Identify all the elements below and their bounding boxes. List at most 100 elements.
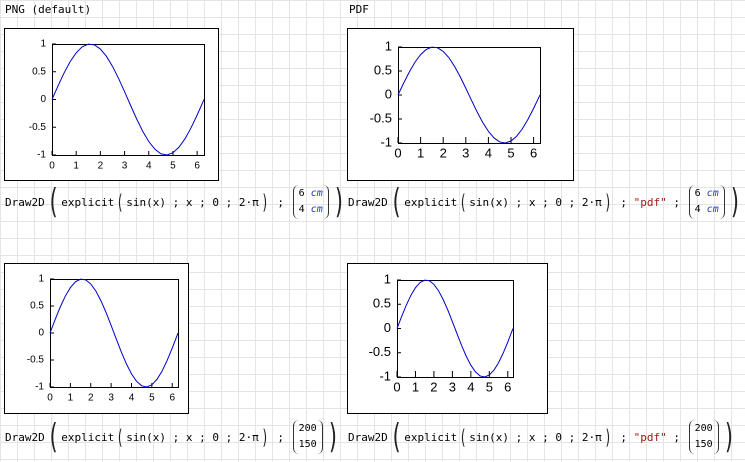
bracket: ) [261,425,269,449]
size-number: 200 [694,423,713,434]
x-tick-label: 5 [486,379,493,394]
x-tick-label: 5 [149,393,155,404]
plot: -1-0.500.510 1 2 3 4 5 6 [370,38,541,160]
function-name: explicit [404,430,458,444]
size-unit: cm [310,188,323,199]
y-tick-label: -1 [35,382,44,393]
bracket: ( [46,182,60,222]
y-tick-label: 0 [385,86,392,101]
y-tick-label: -1 [379,368,391,383]
x-tick-label: 3 [462,145,469,160]
size-number: 6 [298,188,305,199]
bracket: ( [459,425,467,449]
size-vector: 6 cm 4 cm [292,185,329,219]
function-name: Draw2D [5,430,45,444]
size-number: 200 [298,423,317,434]
size-number: 4 [694,204,701,215]
format-string: "pdf" [633,430,667,444]
x-tick-label: 4 [485,145,492,160]
size-number: 4 [298,204,305,215]
section-label: PDF [349,3,369,16]
size-row: 6 cm [299,186,323,202]
separator: ; [613,195,634,209]
size-unit: cm [706,204,719,215]
size-vector: 6 cm 4 cm [688,185,725,219]
separator: ; [270,195,291,209]
size-vector: 200 150 [292,420,323,454]
x-tick-label: 2 [430,379,437,394]
bracket: ) [332,182,346,222]
y-tick-label: -1 [37,150,46,161]
size-row: 6 cm [695,186,719,202]
y-tick-label: -0.5 [29,122,47,133]
size-row: 200 [299,421,317,437]
x-tick-label: 1 [73,161,79,172]
y-tick-label: 0 [40,94,46,105]
y-tick-label: 1 [385,38,392,53]
y-tick-label: 1 [38,274,44,285]
y-tick-label: 0 [384,320,391,335]
format-string: "pdf" [633,195,667,209]
sine-curve [51,43,205,156]
function-name: explicit [61,195,115,209]
x-tick-label: 4 [146,161,152,172]
x-tick-label: 6 [169,393,175,404]
separator: ; [270,430,291,444]
bracket: ) [604,190,612,214]
sine-curve [396,279,514,378]
function-name: Draw2D [348,195,388,209]
formula: Draw2D(explicit(sin(x) ; x ; 0 ; 2·π) ; … [5,182,347,222]
size-number: 150 [694,439,713,450]
bracket: ) [261,190,269,214]
x-tick-label: 5 [507,145,514,160]
x-tick-label: 1 [412,379,419,394]
bracket: ( [116,425,124,449]
formula: Draw2D(explicit(sin(x) ; x ; 0 ; 2·π) ; … [5,417,341,457]
x-tick-label: 0 [47,393,53,404]
bracket: ) [722,417,736,457]
size-row: 150 [299,437,317,453]
x-tick-label: 3 [449,379,456,394]
bracket: ) [728,182,742,222]
y-tick-label: 0.5 [374,62,392,77]
sine-curve [397,46,541,144]
formula: Draw2D(explicit(sin(x) ; x ; 0 ; 2·π) ; … [348,182,743,222]
function-name: Draw2D [348,430,388,444]
function-name: Draw2D [5,195,45,209]
plot: -1-0.500.510 1 2 3 4 5 6 [369,271,514,394]
x-tick-label: 3 [108,393,114,404]
function-name: explicit [61,430,115,444]
x-tick-label: 3 [122,161,128,172]
size-row: 4 cm [695,202,719,218]
size-row: 150 [695,437,713,453]
bracket: ) [326,417,340,457]
separator: ; [666,195,687,209]
x-tick-label: 4 [129,393,135,404]
x-tick-label: 2 [88,393,94,404]
x-tick-label: 6 [194,161,200,172]
bracket: ( [46,417,60,457]
x-tick-label: 6 [530,145,537,160]
x-tick-label: 1 [417,145,424,160]
size-number: 6 [694,188,701,199]
y-tick-label: 1 [40,39,46,50]
section-label: PNG (default) [5,3,92,16]
sine-curve [49,278,179,388]
arguments: sin(x) ; x ; 0 ; 2·π [126,195,259,209]
arguments: sin(x) ; x ; 0 ; 2·π [469,195,602,209]
size-row: 4 cm [299,202,323,218]
x-tick-label: 0 [49,161,55,172]
bracket: ( [459,190,467,214]
x-tick-label: 1 [68,393,74,404]
size-unit: cm [310,204,323,215]
y-tick-label: -1 [380,134,392,149]
size-vector: 200 150 [688,420,719,454]
x-tick-label: 0 [393,379,400,394]
formula: Draw2D(explicit(sin(x) ; x ; 0 ; 2·π) ; … [348,417,737,457]
x-tick-label: 4 [467,379,474,394]
x-tick-label: 6 [504,379,511,394]
y-tick-label: 0.5 [373,296,391,311]
size-unit: cm [706,188,719,199]
